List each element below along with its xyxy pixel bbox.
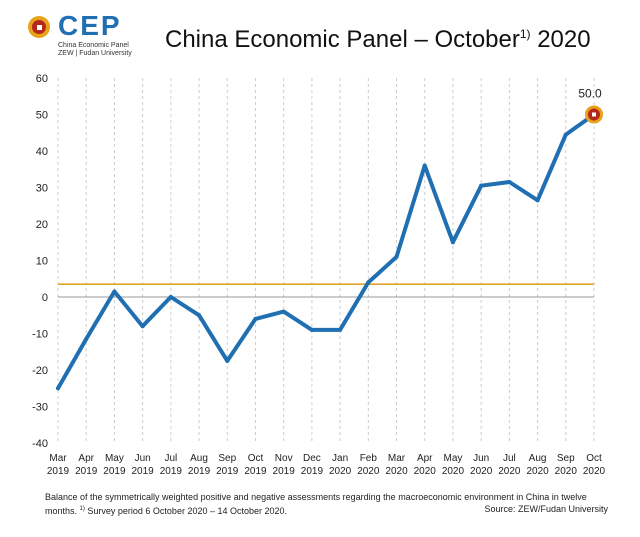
x-tick-label-month: Apr [78, 453, 94, 464]
x-tick-label-year: 2019 [47, 466, 70, 477]
logo-wordmark: CEP [58, 10, 122, 41]
x-tick-label-month: Aug [190, 453, 208, 464]
x-tick-label-month: Sep [218, 453, 236, 464]
chart-title-year: 2020 [537, 26, 591, 53]
x-tick-label-month: Mar [49, 453, 67, 464]
y-tick-label: -30 [32, 402, 48, 414]
x-tick-label-month: May [105, 453, 124, 464]
data-point [225, 358, 230, 363]
data-point [84, 336, 89, 341]
data-point [112, 289, 117, 294]
logo-subtitle-line1: China Economic Panel [58, 42, 129, 49]
data-point [56, 386, 60, 391]
data-point [168, 295, 173, 299]
data-point [197, 313, 202, 318]
x-tick-label-month: Aug [529, 453, 547, 464]
last-value-label: 50.0 [578, 87, 602, 101]
x-tick-label-month: Apr [417, 453, 433, 464]
data-point [394, 254, 399, 259]
x-tick-label-year: 2019 [301, 466, 324, 477]
x-tick-label-year: 2019 [75, 466, 98, 477]
y-tick-label: 30 [36, 183, 48, 195]
chart-footnote: Balance of the symmetrically weighted po… [45, 491, 608, 517]
x-tick-label-month: Oct [586, 453, 602, 464]
x-tick-label-month: Mar [388, 453, 406, 464]
x-tick-label-month: Dec [303, 453, 321, 464]
x-tick-label-year: 2020 [385, 466, 408, 477]
cep-logo: CEP China Economic Panel ZEW | Fudan Uni… [28, 10, 168, 60]
x-tick-label-year: 2019 [103, 466, 126, 477]
footnote-mark: 1) [79, 506, 85, 512]
x-tick-label-year: 2020 [414, 466, 437, 477]
last-value-marker-center [592, 112, 596, 117]
y-tick-label: 50 [36, 110, 48, 122]
x-tick-label-year: 2019 [273, 466, 296, 477]
data-point [338, 327, 343, 332]
x-tick-label-month: Sep [557, 453, 575, 464]
x-tick-label-year: 2019 [160, 466, 183, 477]
footnote-text-a: Balance of the symmetrically weighted po… [45, 492, 587, 516]
x-tick-label-year: 2019 [216, 466, 239, 477]
x-tick-label-month: Oct [248, 453, 264, 464]
x-tick-label-month: May [443, 453, 462, 464]
x-tick-label-month: Jun [135, 453, 151, 464]
line-chart: -40 -30 -20 -10 0 10 20 30 40 50 60 Mar 2019 Apr 2019 M… [32, 73, 606, 477]
x-tick-label-year: 2020 [442, 466, 465, 477]
data-point [140, 324, 145, 329]
y-tick-label: -40 [32, 438, 48, 450]
x-tick-label-year: 2019 [244, 466, 267, 477]
data-point [366, 280, 371, 285]
x-tick-label-year: 2019 [188, 466, 211, 477]
y-tick-label: 40 [36, 146, 48, 158]
x-tick-label-year: 2020 [526, 466, 549, 477]
x-tick-label-month: Jan [332, 453, 348, 464]
x-tick-label-month: Jul [503, 453, 516, 464]
cep-logo-icon [28, 16, 50, 38]
data-point [535, 198, 540, 203]
x-tick-label-year: 2019 [132, 466, 155, 477]
y-tick-label: 60 [36, 73, 48, 85]
chart-title: China Economic Panel – October1) 2020 [165, 26, 591, 54]
source-note: Source: ZEW/Fudan University [484, 504, 608, 514]
data-point [450, 240, 455, 245]
series-line [56, 112, 596, 391]
data-point [422, 163, 427, 168]
data-point [253, 316, 258, 321]
x-tick-label-year: 2020 [498, 466, 521, 477]
data-point [479, 183, 484, 188]
x-tick-label-year: 2020 [329, 466, 352, 477]
y-tick-label: -10 [32, 329, 48, 341]
chart-title-main: China Economic Panel – October [165, 26, 520, 53]
chart-title-footnote-mark: 1) [519, 27, 531, 41]
footnote-text-b: Survey period 6 October 2020 – 14 Octobe… [87, 506, 288, 516]
logo-subtitle-line2: ZEW | Fudan University [58, 50, 132, 57]
data-point [507, 180, 512, 185]
y-tick-label: -20 [32, 365, 48, 377]
x-tick-label-year: 2020 [583, 466, 606, 477]
x-tick-label-month: Feb [360, 453, 378, 464]
data-point [563, 132, 568, 137]
x-tick-label-month: Nov [275, 453, 293, 464]
x-tick-label-year: 2020 [357, 466, 380, 477]
x-tick-label-month: Jul [164, 453, 177, 464]
y-tick-label: 10 [36, 256, 48, 268]
x-tick-label-year: 2020 [555, 466, 578, 477]
y-tick-label: 20 [36, 219, 48, 231]
y-tick-label: 0 [42, 292, 48, 304]
data-point [281, 309, 286, 314]
data-point [309, 327, 314, 332]
x-tick-label-year: 2020 [470, 466, 493, 477]
x-tick-label-month: Jun [473, 453, 489, 464]
